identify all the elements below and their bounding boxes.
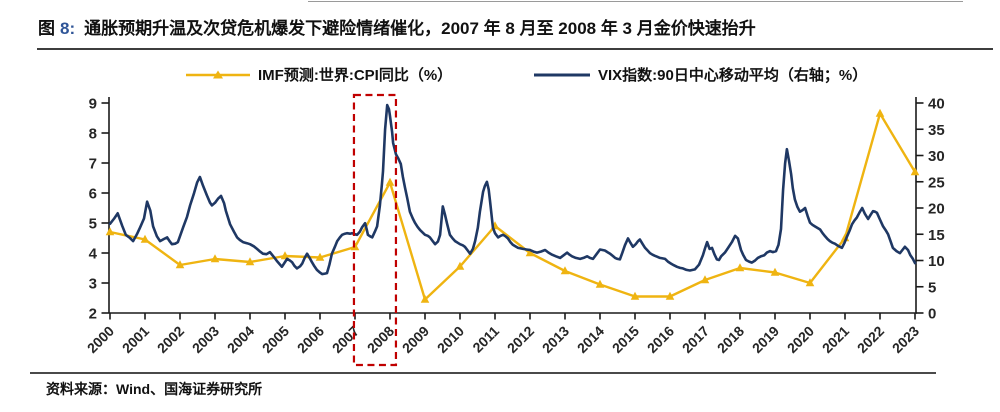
cpi-point-marker	[525, 248, 535, 257]
x-tick-label: 2007	[329, 323, 362, 356]
x-tick-label: 2005	[259, 323, 292, 356]
x-tick-label: 2011	[469, 323, 502, 356]
cpi-legend-label: IMF预测:世界:CPI同比（%）	[258, 67, 453, 84]
left-tick-label: 9	[89, 96, 97, 113]
right-tick-label: 15	[928, 227, 945, 244]
figure-label: 图	[38, 19, 55, 38]
right-tick-label: 0	[928, 306, 936, 323]
cpi-point-marker	[175, 260, 185, 269]
cpi-point-marker	[805, 278, 815, 287]
left-tick-label: 5	[89, 216, 97, 233]
cpi-point-marker	[315, 252, 325, 261]
cpi-line	[108, 112, 917, 301]
source-divider	[30, 372, 936, 374]
x-tick-label: 2013	[539, 323, 572, 356]
x-tick-label: 2018	[714, 323, 747, 356]
cpi-point-marker	[875, 108, 885, 117]
right-tick-label: 25	[928, 174, 945, 191]
figure-number: 8:	[60, 19, 76, 38]
cpi-legend-swatch	[186, 70, 250, 78]
legend-item-vix: VIX指数:90日中心移动平均（右轴；%）	[533, 64, 867, 85]
right-tick-label: 5	[928, 279, 936, 296]
cpi-point-marker	[385, 177, 395, 186]
x-tick-label: 2004	[224, 323, 257, 356]
cpi-point-marker	[280, 251, 290, 260]
cpi-point-marker	[210, 254, 220, 263]
x-tick-label: 2016	[644, 323, 677, 356]
x-tick-label: 2009	[399, 323, 432, 356]
x-tick-label: 2020	[784, 323, 817, 356]
legend-item-cpi: IMF预测:世界:CPI同比（%）	[185, 64, 452, 85]
right-tick-label: 35	[928, 122, 945, 139]
x-tick-label: 2023	[889, 323, 922, 356]
x-tick-label: 2014	[574, 323, 607, 356]
cpi-point-marker	[700, 275, 710, 284]
cpi-point-marker	[420, 294, 430, 303]
right-tick-label: 40	[928, 96, 945, 113]
cpi-point-marker	[910, 167, 920, 176]
left-tick-label: 4	[89, 246, 98, 263]
x-tick-label: 2015	[609, 323, 642, 356]
cpi-point-marker	[105, 227, 115, 236]
left-tick-label: 6	[89, 186, 97, 203]
title-divider	[37, 48, 993, 50]
triangle-marker-icon	[213, 70, 223, 78]
cpi-point-marker	[140, 234, 150, 243]
cpi-point-marker	[770, 267, 780, 276]
right-tick-label: 10	[928, 253, 945, 270]
x-tick-label: 2002	[154, 323, 187, 356]
source-note: 资料来源：Wind、国海证券研究所	[46, 381, 263, 397]
cpi-point-marker	[735, 263, 745, 272]
cpi-point-marker	[245, 257, 255, 266]
cpi-point-marker	[665, 291, 675, 300]
left-tick-label: 8	[89, 126, 97, 143]
highlight-box	[352, 93, 398, 367]
right-tick-label: 30	[928, 148, 945, 165]
vix-line	[108, 103, 917, 276]
x-tick-label: 2008	[364, 323, 397, 356]
x-tick-label: 2012	[504, 323, 537, 356]
vix-legend-swatch	[534, 73, 590, 76]
cpi-point-marker	[595, 279, 605, 288]
top-divider	[308, 1, 963, 2]
x-tick-label: 2000	[84, 323, 117, 356]
cpi-point-marker	[630, 291, 640, 300]
figure-title-text: 通胀预期升温及次贷危机爆发下避险情绪催化，2007 年 8 月至 2008 年 …	[84, 19, 756, 38]
vix-legend-label: VIX指数:90日中心移动平均（右轴；%）	[598, 67, 868, 84]
cpi-point-marker	[455, 261, 465, 270]
x-tick-label: 2021	[819, 323, 852, 356]
x-tick-label: 2017	[679, 323, 712, 356]
left-tick-label: 3	[89, 276, 97, 293]
cpi-point-marker	[560, 266, 570, 275]
right-tick-label: 20	[928, 201, 945, 218]
left-tick-label: 2	[89, 306, 97, 323]
figure-title: 图 8: 通胀预期升温及次贷危机爆发下避险情绪催化，2007 年 8 月至 2008…	[38, 14, 988, 39]
x-tick-label: 2003	[189, 323, 222, 356]
x-tick-label: 2006	[294, 323, 327, 356]
x-tick-label: 2022	[854, 323, 887, 356]
x-tick-label: 2010	[434, 323, 467, 356]
x-tick-label: 2019	[749, 323, 782, 356]
x-tick-label: 2001	[119, 323, 152, 356]
left-tick-label: 7	[89, 156, 97, 173]
